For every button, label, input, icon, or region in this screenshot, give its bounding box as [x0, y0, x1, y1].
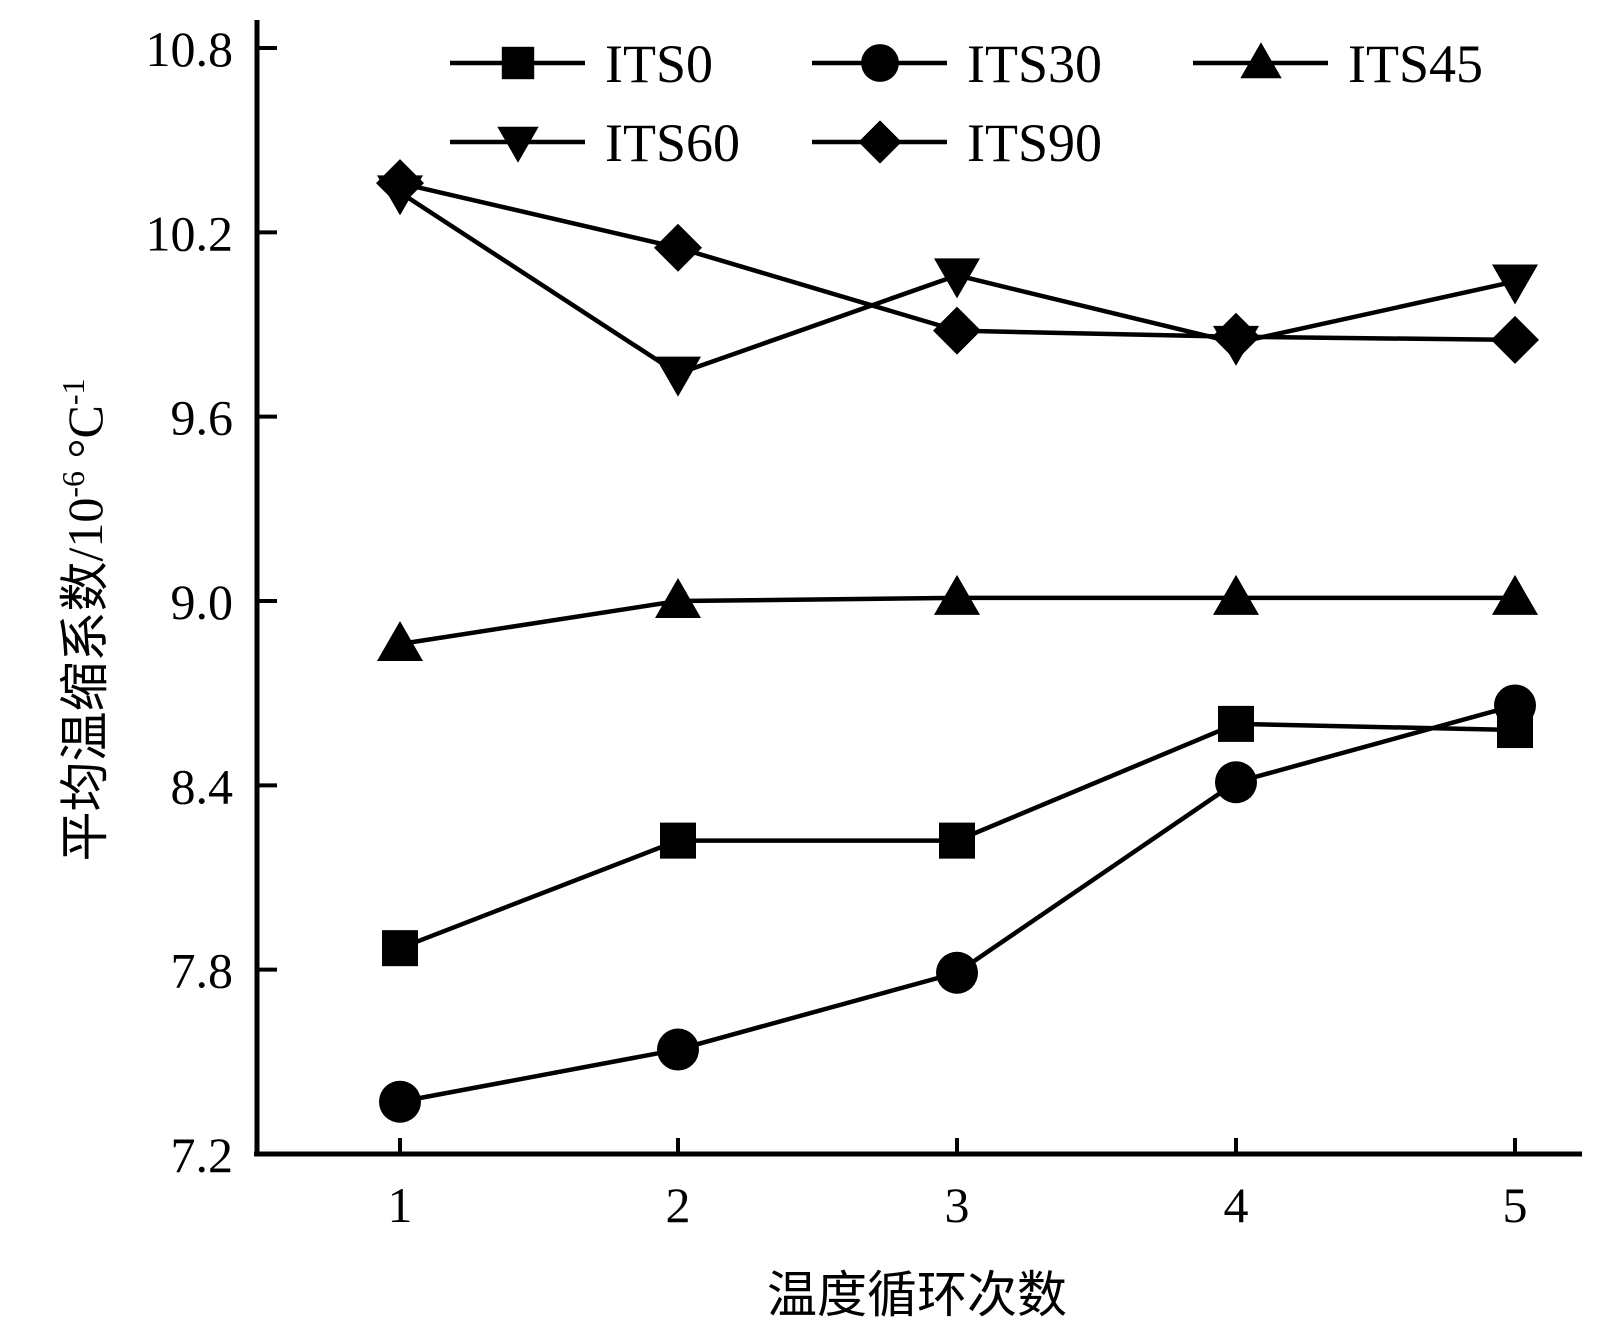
data-point-its30	[1215, 761, 1257, 804]
axes	[254, 20, 1582, 1157]
y-tick-label: 8.4	[171, 758, 234, 814]
y-tick-label: 7.2	[171, 1127, 234, 1183]
legend-marker	[1240, 42, 1282, 79]
legend: ITS0 ITS30 ITS45 ITS60 ITS90	[450, 34, 1483, 173]
legend-item-its60: ITS60	[450, 113, 740, 173]
data-point-its45	[1213, 574, 1259, 615]
y-tick-label: 7.8	[171, 943, 234, 999]
x-ticks: 1 2 3 4 5	[388, 1138, 1528, 1233]
y-tick-label: 9.0	[171, 574, 234, 630]
legend-item-its90: ITS90	[812, 113, 1102, 173]
legend-item-its45: ITS45	[1193, 34, 1483, 94]
data-point-its45	[377, 621, 423, 662]
legend-marker	[497, 126, 539, 163]
y-ticks: 7.2 7.8 8.4 9.0 9.6 10.2 10.8	[146, 21, 277, 1183]
y-axis-title-exp1: -6	[55, 471, 91, 498]
x-tick-label: 1	[388, 1177, 413, 1233]
legend-marker	[858, 120, 902, 164]
data-point-its30	[936, 951, 978, 994]
data-point-its90	[654, 223, 702, 272]
data-point-its60	[655, 356, 701, 397]
data-point-its0	[660, 822, 696, 859]
y-tick-label: 10.2	[146, 205, 234, 261]
legend-item-its30: ITS30	[812, 34, 1102, 94]
x-tick-label: 3	[945, 1177, 970, 1233]
y-tick-label: 10.8	[146, 21, 234, 77]
legend-item-its0: ITS0	[450, 34, 713, 94]
data-point-its30	[1494, 684, 1536, 727]
series-markers	[376, 159, 1539, 1123]
data-point-its45	[655, 578, 701, 618]
y-tick-label: 9.6	[171, 390, 234, 446]
data-point-its90	[376, 159, 424, 208]
legend-label: ITS45	[1348, 34, 1483, 94]
legend-label: ITS90	[967, 113, 1102, 173]
data-point-its0	[1218, 705, 1254, 742]
legend-label: ITS0	[605, 34, 713, 94]
y-axis-title: 平均温缩系数/10-6 °C-1	[55, 378, 113, 861]
data-point-its90	[933, 306, 981, 355]
x-tick-label: 4	[1224, 1177, 1249, 1233]
legend-marker	[501, 46, 535, 80]
data-point-its90	[1491, 315, 1539, 364]
data-point-its45	[1492, 574, 1538, 615]
legend-label: ITS60	[605, 113, 740, 173]
x-tick-label: 2	[666, 1177, 691, 1233]
data-point-its0	[939, 822, 975, 859]
legend-marker	[861, 44, 899, 82]
data-point-its45	[934, 574, 980, 615]
y-axis-title-exp2: -1	[55, 378, 91, 405]
series-line-its30	[399, 703, 1516, 1104]
x-axis-title: 温度循环次数	[767, 1267, 1067, 1323]
data-point-its30	[657, 1028, 699, 1071]
x-tick-label: 5	[1503, 1177, 1528, 1233]
data-point-its0	[382, 930, 418, 967]
data-point-its30	[379, 1080, 421, 1123]
y-axis-title-main: 平均温缩系数/10	[57, 498, 113, 862]
legend-label: ITS30	[967, 34, 1102, 94]
data-point-its60	[934, 258, 980, 299]
data-point-its60	[1492, 264, 1538, 305]
data-point-its90	[1212, 312, 1260, 361]
y-axis-title-unit: °C	[57, 405, 113, 471]
